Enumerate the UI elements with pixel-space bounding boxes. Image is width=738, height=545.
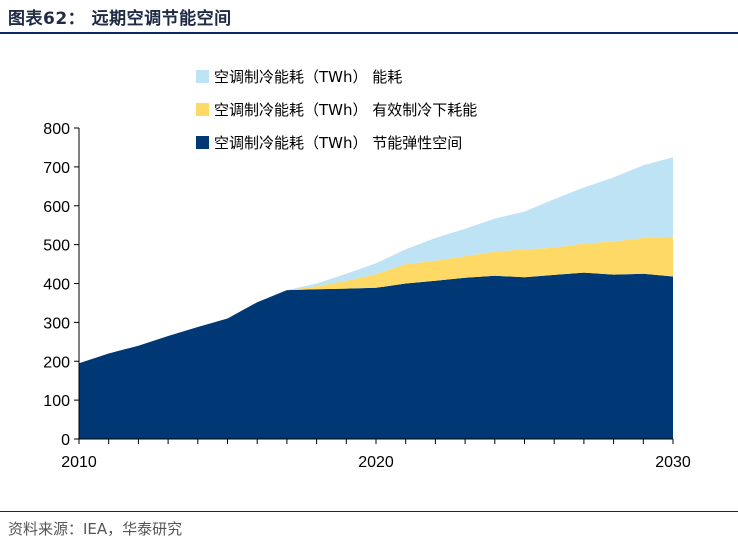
x-tick-label: 2010 <box>61 454 97 471</box>
y-tick-label: 300 <box>43 315 70 332</box>
legend-label: 空调制冷能耗（TWh） 节能弹性空间 <box>214 134 462 152</box>
legend-swatch <box>196 136 209 149</box>
x-tick-label: 2030 <box>655 454 691 471</box>
area-series-effective-cooling <box>79 236 673 364</box>
source-note: 资料来源：IEA，华泰研究 <box>8 520 183 538</box>
legend-label: 空调制冷能耗（TWh） 有效制冷下耗能 <box>214 101 477 119</box>
y-tick-label: 0 <box>61 432 70 449</box>
legend-label: 空调制冷能耗（TWh） 能耗 <box>214 68 402 86</box>
figure-header: 图表62： 远期空调节能空间 <box>0 0 738 34</box>
y-tick-label: 700 <box>43 160 70 177</box>
y-tick-label: 800 <box>43 121 70 138</box>
legend-swatch <box>196 103 209 116</box>
header-divider <box>0 32 738 34</box>
x-tick-label: 2020 <box>358 454 394 471</box>
y-tick-label: 100 <box>43 393 70 410</box>
area-series-energy-use <box>79 157 673 364</box>
area-chart: 0 100 200 300 400 500 600 700 800 2010 2020 2030 空调制… <box>43 68 691 471</box>
y-tick-label: 600 <box>43 199 70 216</box>
footer-divider <box>0 511 738 512</box>
figure-title: 图表62： 远期空调节能空间 <box>8 9 232 29</box>
y-tick-label: 400 <box>43 277 70 294</box>
y-tick-label: 200 <box>43 354 70 371</box>
legend-swatch <box>196 70 209 83</box>
area-series-energy-saving-potential <box>79 272 673 439</box>
y-tick-label: 500 <box>43 238 70 255</box>
